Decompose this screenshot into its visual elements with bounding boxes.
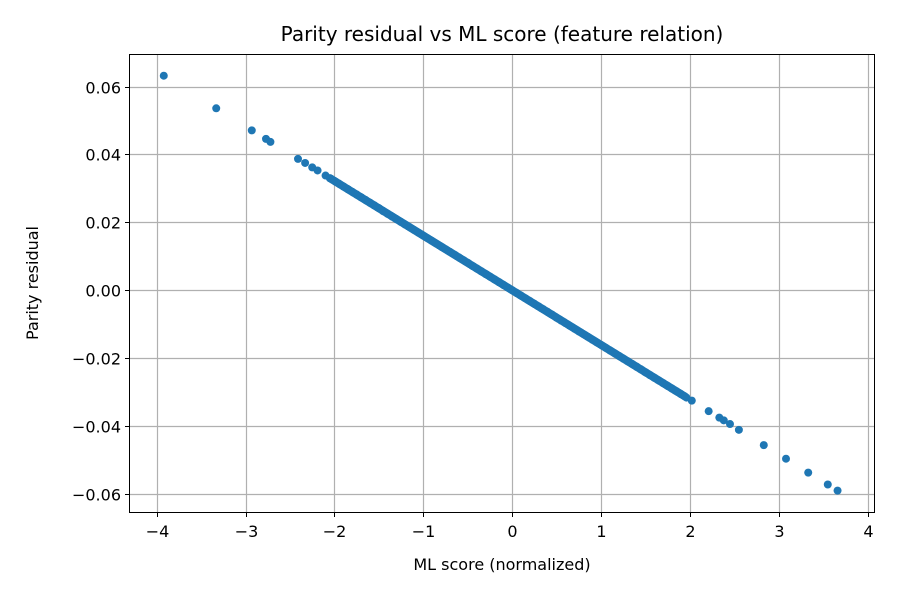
chart-title: Parity residual vs ML score (feature rel… — [281, 22, 724, 46]
y-tick-label: −0.06 — [72, 486, 121, 505]
x-tick-label: 1 — [596, 522, 606, 541]
y-tick-label: 0.00 — [85, 282, 121, 301]
data-point — [704, 407, 713, 416]
ticks-layer: −4 −3 −2 −1 0 1 2 3 4 0.06 0.04 0.02 0.00 −0.02 −0.04 −… — [72, 79, 874, 542]
data-point — [266, 137, 275, 146]
x-tick-label: 2 — [685, 522, 695, 541]
x-tick-label: −1 — [412, 522, 436, 541]
data-point — [247, 126, 256, 135]
x-tick-label: −4 — [146, 522, 170, 541]
y-tick-label: −0.04 — [72, 418, 121, 437]
data-point — [726, 420, 734, 429]
data-point — [301, 158, 310, 167]
x-axis-label: ML score (normalized) — [413, 555, 590, 574]
data-point — [804, 468, 813, 477]
x-tick-label: 4 — [863, 522, 873, 541]
x-tick-label: 0 — [507, 522, 517, 541]
y-tick-label: 0.06 — [85, 79, 121, 98]
data-point — [719, 416, 728, 425]
data-point — [294, 154, 302, 163]
data-point — [759, 441, 768, 450]
data-point — [833, 486, 842, 495]
y-tick-label: 0.04 — [85, 146, 121, 165]
data-point — [681, 392, 690, 401]
y-tick-label: −0.02 — [72, 350, 121, 369]
x-tick-label: −2 — [323, 522, 347, 541]
y-axis-label: Parity residual — [23, 226, 42, 340]
data-point — [734, 425, 743, 434]
data-point — [823, 480, 832, 489]
y-tick-label: 0.02 — [85, 214, 121, 233]
data-point — [782, 454, 790, 463]
plot-frame — [129, 54, 875, 513]
x-tick-label: −3 — [235, 522, 259, 541]
x-tick-label: 3 — [774, 522, 784, 541]
points-layer — [159, 71, 842, 495]
data-point — [687, 396, 696, 405]
data-point — [313, 166, 322, 175]
grid-layer — [130, 55, 874, 512]
data-point — [159, 71, 168, 80]
data-point — [212, 104, 221, 113]
